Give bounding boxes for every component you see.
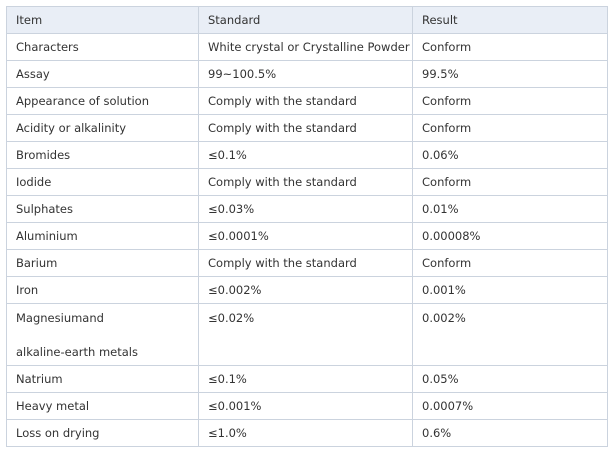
table-row: Magnesiumand alkaline-earth metals ≤0.02% 0… (6, 303, 608, 366)
table-cell: ≤0.02% (198, 303, 413, 366)
table-row: Acidity or alkalinity Comply with the sta… (6, 114, 608, 142)
table-cell: 0.01% (412, 195, 608, 223)
table-cell: Comply with the standard (198, 168, 413, 196)
table-cell: Natrium (6, 365, 199, 393)
table-cell: ≤0.001% (198, 392, 413, 420)
table-cell: 0.001% (412, 276, 608, 304)
table-cell: Conform (412, 249, 608, 277)
table-cell: Iodide (6, 168, 199, 196)
table-row: Natrium ≤0.1% 0.05% (6, 365, 608, 393)
table-cell: 99.5% (412, 60, 608, 88)
table-cell: Conform (412, 87, 608, 115)
table-cell: ≤0.002% (198, 276, 413, 304)
table-cell: 0.05% (412, 365, 608, 393)
table-cell: Barium (6, 249, 199, 277)
table-cell: Iron (6, 276, 199, 304)
table-cell: ≤0.03% (198, 195, 413, 223)
table-cell: Conform (412, 168, 608, 196)
table-cell: ≤0.1% (198, 141, 413, 169)
table-cell: Bromides (6, 141, 199, 169)
table-cell: Comply with the standard (198, 249, 413, 277)
table-cell: ≤0.1% (198, 365, 413, 393)
table-cell: Aluminium (6, 222, 199, 250)
table-cell: Acidity or alkalinity (6, 114, 199, 142)
table-cell: Conform (412, 114, 608, 142)
table-cell: ≤1.0% (198, 419, 413, 447)
header-cell: Item (6, 6, 199, 34)
cell-line: Magnesiumand (16, 311, 104, 325)
table-cell: 99~100.5% (198, 60, 413, 88)
table-row: Characters White crystal or Crystalline P… (6, 33, 608, 61)
table-cell: 0.00008% (412, 222, 608, 250)
table-cell: White crystal or Crystalline Powder (198, 33, 413, 61)
table-cell: 0.6% (412, 419, 608, 447)
table-row: Bromides ≤0.1% 0.06% (6, 141, 608, 169)
cell-line: alkaline-earth metals (16, 345, 138, 359)
table-cell: Loss on drying (6, 419, 199, 447)
table-cell: 0.06% (412, 141, 608, 169)
table-row: Aluminium ≤0.0001% 0.00008% (6, 222, 608, 250)
header-row: Item Standard Result (6, 6, 608, 34)
table-cell: Comply with the standard (198, 114, 413, 142)
table-cell: Sulphates (6, 195, 199, 223)
table-row: Sulphates ≤0.03% 0.01% (6, 195, 608, 223)
table-cell: Heavy metal (6, 392, 199, 420)
table-body: Characters White crystal or Crystalline P… (6, 33, 608, 447)
table-cell: Magnesiumand alkaline-earth metals (6, 303, 199, 366)
table-cell: ≤0.0001% (198, 222, 413, 250)
table-row: Iodide Comply with the standard Conform (6, 168, 608, 196)
table-cell: Assay (6, 60, 199, 88)
table-cell: Appearance of solution (6, 87, 199, 115)
spec-table: Item Standard Result Characters White cryst… (6, 6, 608, 447)
table-row: Iron ≤0.002% 0.001% (6, 276, 608, 304)
table-row: Loss on drying ≤1.0% 0.6% (6, 419, 608, 447)
table-cell: 0.0007% (412, 392, 608, 420)
table-cell: Characters (6, 33, 199, 61)
table-row: Assay 99~100.5% 99.5% (6, 60, 608, 88)
table-cell: Comply with the standard (198, 87, 413, 115)
table-row: Heavy metal ≤0.001% 0.0007% (6, 392, 608, 420)
header-cell: Standard (198, 6, 413, 34)
header-cell: Result (412, 6, 608, 34)
table-row: Barium Comply with the standard Conform (6, 249, 608, 277)
table-row: Appearance of solution Comply with the st… (6, 87, 608, 115)
table-cell: 0.002% (412, 303, 608, 366)
table-cell: Conform (412, 33, 608, 61)
